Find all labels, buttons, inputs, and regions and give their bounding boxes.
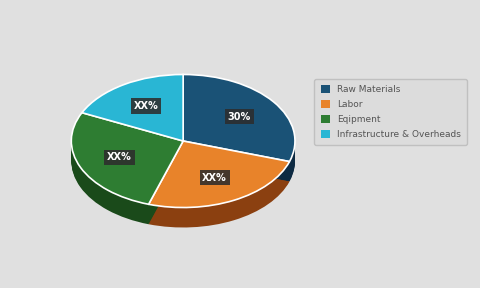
Wedge shape [82,75,183,141]
Wedge shape [183,84,294,172]
Wedge shape [183,88,294,175]
Wedge shape [71,125,183,216]
Wedge shape [82,84,183,151]
Wedge shape [183,75,294,162]
Wedge shape [148,143,289,210]
Wedge shape [148,155,289,221]
Wedge shape [148,154,289,221]
Wedge shape [71,122,183,213]
Wedge shape [71,127,183,218]
Wedge shape [82,86,183,152]
Wedge shape [148,160,289,226]
Wedge shape [82,90,183,156]
Wedge shape [183,94,294,181]
Wedge shape [148,156,289,223]
Wedge shape [82,88,183,154]
Wedge shape [71,114,183,205]
Wedge shape [71,121,183,212]
Wedge shape [71,120,183,211]
Wedge shape [71,124,183,215]
Wedge shape [82,86,183,153]
Wedge shape [148,153,289,219]
Wedge shape [71,116,183,207]
Wedge shape [183,90,294,177]
Text: 30%: 30% [227,112,251,122]
Wedge shape [148,150,289,217]
Wedge shape [82,93,183,160]
Wedge shape [148,161,289,228]
Wedge shape [71,126,183,217]
Wedge shape [148,147,289,213]
Wedge shape [183,90,294,177]
Wedge shape [82,82,183,149]
Wedge shape [82,82,183,148]
Wedge shape [82,88,183,155]
Wedge shape [148,141,289,208]
Wedge shape [71,133,183,224]
Wedge shape [183,82,294,168]
Wedge shape [183,77,294,164]
Legend: Raw Materials, Labor, Eqipment, Infrastructure & Overheads: Raw Materials, Labor, Eqipment, Infrastr… [314,79,466,145]
Wedge shape [82,84,183,150]
Wedge shape [82,77,183,143]
Wedge shape [183,77,294,164]
Wedge shape [183,92,294,179]
Wedge shape [183,84,294,170]
Wedge shape [82,77,183,144]
Wedge shape [183,82,294,170]
Wedge shape [183,79,294,166]
Wedge shape [148,151,289,217]
Wedge shape [148,148,289,215]
Wedge shape [183,93,294,181]
Wedge shape [71,130,183,221]
Wedge shape [183,86,294,173]
Wedge shape [71,129,183,220]
Wedge shape [148,146,289,213]
Wedge shape [71,131,183,222]
Wedge shape [71,117,183,208]
Wedge shape [71,123,183,214]
Wedge shape [71,119,183,210]
Wedge shape [183,78,294,166]
Wedge shape [183,80,294,168]
Wedge shape [71,118,183,209]
Wedge shape [183,92,294,179]
Wedge shape [183,86,294,174]
Wedge shape [82,75,183,142]
Wedge shape [82,78,183,145]
Text: XX%: XX% [133,101,158,111]
Wedge shape [148,159,289,226]
Wedge shape [82,90,183,157]
Wedge shape [71,128,183,219]
Wedge shape [148,158,289,224]
Wedge shape [148,144,289,211]
Wedge shape [82,79,183,146]
Wedge shape [148,152,289,219]
Wedge shape [82,94,183,161]
Wedge shape [82,92,183,158]
Text: XX%: XX% [107,152,132,162]
Wedge shape [148,149,289,215]
Wedge shape [71,115,183,206]
Wedge shape [183,88,294,175]
Wedge shape [71,132,183,223]
Wedge shape [148,157,289,223]
Wedge shape [183,75,294,162]
Text: XX%: XX% [202,173,227,183]
Wedge shape [82,80,183,147]
Wedge shape [71,113,183,204]
Wedge shape [82,92,183,159]
Wedge shape [148,142,289,209]
Wedge shape [148,145,289,211]
